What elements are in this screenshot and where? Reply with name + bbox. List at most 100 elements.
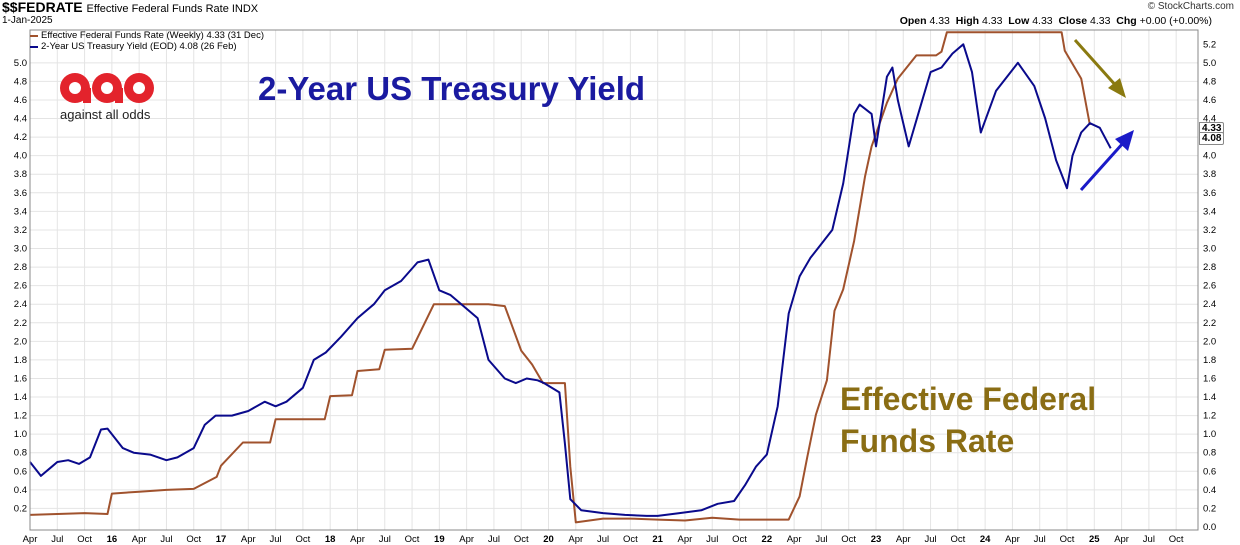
x-axis: Apr Jul Oct 16 Apr Jul Oct 17 Apr Jul Oct 18 Apr Jul O… <box>23 534 1184 545</box>
logo-tagline: against all odds <box>60 107 151 122</box>
x-tick-label: Apr <box>787 534 802 545</box>
up-arrow-shaft <box>1079 140 1126 192</box>
left-tick-label: 4.2 <box>14 132 27 143</box>
left-tick-label: 0.2 <box>14 503 27 514</box>
x-tick-label: Jul <box>706 534 718 545</box>
right-tick-label: 3.2 <box>1203 225 1216 236</box>
x-tick-label: Apr <box>678 534 693 545</box>
ffr-line <box>29 31 1091 524</box>
right-tick-label: 1.6 <box>1203 373 1216 384</box>
right-tick-label: 0.2 <box>1203 503 1216 514</box>
right-tick-label: 5.0 <box>1203 58 1216 69</box>
plot-frame <box>29 29 1199 531</box>
right-tick-label: 0.0 <box>1203 522 1216 533</box>
legend-label-yield: 2-Year US Treasury Yield (EOD) 4.08 (26 … <box>41 41 237 52</box>
left-tick-label: 3.0 <box>14 244 27 255</box>
open-value: 4.33 <box>929 15 950 27</box>
left-axis: 0.2 0.4 0.6 0.8 1.0 1.2 1.4 1.6 1.8 2.0 2.2 2.4 2.6 2… <box>14 58 27 515</box>
x-tick-label: Apr <box>132 534 147 545</box>
x-tick-label: Jul <box>597 534 609 545</box>
yield-line <box>29 43 1112 517</box>
right-tick-label: 3.0 <box>1203 244 1216 255</box>
legend: Effective Federal Funds Rate (Weekly) 4.… <box>30 30 264 52</box>
right-tick-label: 2.6 <box>1203 281 1216 292</box>
x-tick-label: 23 <box>871 534 882 545</box>
ffr-annotation-line2: Funds Rate <box>840 423 1015 459</box>
down-arrow-head <box>1108 78 1126 98</box>
right-tick-label: 4.6 <box>1203 95 1216 106</box>
left-tick-label: 2.6 <box>14 281 27 292</box>
right-tick-label: 3.4 <box>1203 206 1216 217</box>
left-tick-label: 2.0 <box>14 336 27 347</box>
x-tick-label: Oct <box>1060 534 1075 545</box>
right-tick-label: 1.2 <box>1203 411 1216 422</box>
ffr-annotation-line1: Effective Federal <box>840 381 1097 417</box>
x-tick-label: Jul <box>488 534 500 545</box>
x-tick-label: Oct <box>186 534 201 545</box>
series-lines <box>29 31 1112 524</box>
x-tick-label: Apr <box>241 534 256 545</box>
yield-annotation: 2-Year US Treasury Yield <box>258 70 646 107</box>
right-tick-label: 2.0 <box>1203 336 1216 347</box>
x-tick-label: Oct <box>296 534 311 545</box>
right-tick-label: 2.2 <box>1203 318 1216 329</box>
left-tick-label: 3.4 <box>14 206 27 217</box>
left-tick-label: 2.8 <box>14 262 27 273</box>
right-tick-label: 0.6 <box>1203 466 1216 477</box>
right-axis: 0.0 0.2 0.4 0.6 0.8 1.0 1.2 1.4 1.6 1.8 2.0 2.2 2.4 2… <box>1203 39 1216 533</box>
right-tick-label: 2.4 <box>1203 299 1216 310</box>
close-value: 4.33 <box>1089 15 1111 27</box>
left-tick-label: 5.0 <box>14 58 27 69</box>
left-tick-label: 4.8 <box>14 76 27 87</box>
x-tick-label: Oct <box>950 534 965 545</box>
x-tick-label: 21 <box>652 534 663 545</box>
ohlc-readout: Open 4.33 High 4.33 Low 4.33 Close 4.33 … <box>900 15 1212 27</box>
x-tick-label: Oct <box>77 534 92 545</box>
legend-item-yield: 2-Year US Treasury Yield (EOD) 4.08 (26 … <box>30 41 264 52</box>
x-tick-label: 17 <box>216 534 227 545</box>
symbol: $$FEDRATE <box>2 0 83 15</box>
x-tick-label: Oct <box>623 534 638 545</box>
chg-value: +0.00 (+0.00%) <box>1139 15 1212 27</box>
x-tick-label: Oct <box>405 534 420 545</box>
x-tick-label: 25 <box>1089 534 1100 545</box>
right-tick-label: 3.8 <box>1203 169 1216 180</box>
x-tick-label: Apr <box>1005 534 1020 545</box>
left-tick-label: 1.4 <box>14 392 27 403</box>
x-tick-label: Oct <box>1169 534 1184 545</box>
high-label: High <box>955 15 980 27</box>
right-tick-label: 4.0 <box>1203 151 1216 162</box>
open-label: Open <box>899 15 927 27</box>
x-tick-label: Apr <box>23 534 38 545</box>
x-tick-label: Apr <box>896 534 911 545</box>
up-arrow-head <box>1115 130 1134 151</box>
x-tick-label: 24 <box>980 534 991 545</box>
x-tick-label: 18 <box>325 534 336 545</box>
x-tick-label: Jul <box>924 534 936 545</box>
right-tick-label: 4.8 <box>1203 76 1216 87</box>
x-tick-label: Oct <box>514 534 529 545</box>
right-tick-label: 0.8 <box>1203 448 1216 459</box>
right-tick-label: 4.4 <box>1203 114 1216 125</box>
x-tick-label: 20 <box>543 534 554 545</box>
left-tick-label: 3.6 <box>14 188 27 199</box>
left-tick-label: 0.4 <box>14 485 27 496</box>
right-tick-label: 3.6 <box>1203 188 1216 199</box>
right-tick-label: 0.4 <box>1203 485 1216 496</box>
x-tick-label: 16 <box>107 534 118 545</box>
x-tick-label: Jul <box>379 534 391 545</box>
left-tick-label: 1.8 <box>14 355 27 366</box>
legend-label-ffr: Effective Federal Funds Rate (Weekly) 4.… <box>41 30 264 41</box>
low-value: 4.33 <box>1032 15 1053 27</box>
low-label: Low <box>1008 15 1030 27</box>
x-tick-label: Apr <box>1114 534 1129 545</box>
x-tick-label: Jul <box>51 534 63 545</box>
legend-swatch-yield <box>30 45 38 48</box>
down-arrow-shaft <box>1073 38 1120 90</box>
legend-swatch-ffr <box>30 34 38 37</box>
symbol-header: $$FEDRATE Effective Federal Funds Rate I… <box>2 0 258 15</box>
high-value: 4.33 <box>981 15 1003 27</box>
x-tick-label: Apr <box>568 534 583 545</box>
left-tick-label: 4.6 <box>14 95 27 106</box>
